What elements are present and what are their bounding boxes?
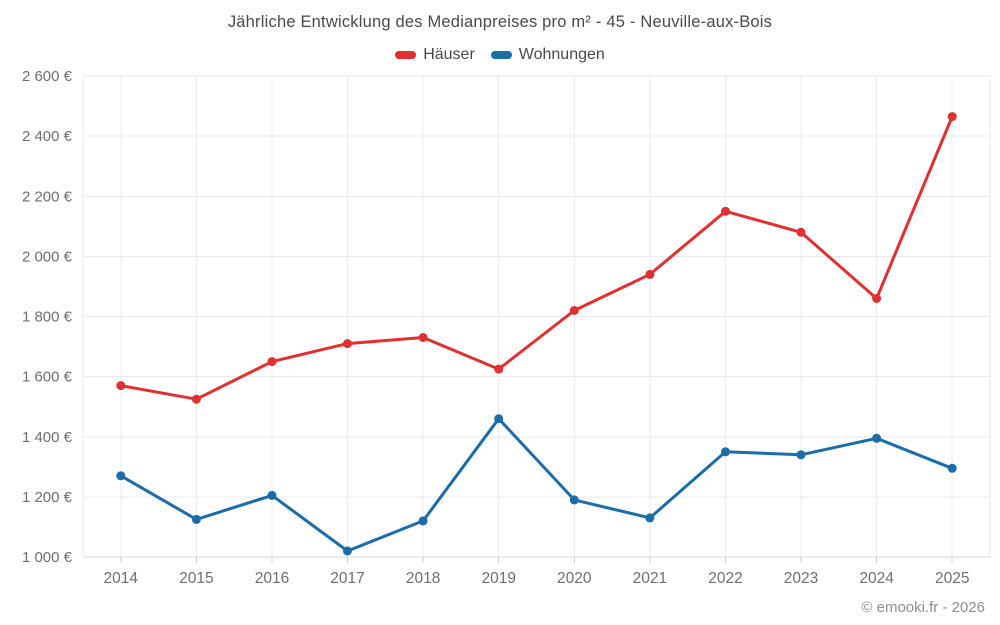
legend-swatch-haeuser-icon [395, 51, 417, 59]
data-point-wohnungen-2017[interactable] [343, 546, 352, 556]
y-axis-tick-label: 2 600 € [22, 68, 73, 85]
y-axis-tick-label: 1 200 € [22, 489, 73, 506]
data-point-häuser-2014[interactable] [116, 381, 126, 391]
legend-swatch-wohnungen-icon [490, 51, 512, 59]
data-point-wohnungen-2025[interactable] [947, 463, 957, 473]
legend-item-haeuser[interactable]: Häuser [395, 46, 475, 64]
y-axis-tick-label: 2 400 € [22, 128, 73, 145]
data-point-wohnungen-2014[interactable] [116, 471, 126, 481]
data-point-häuser-2021[interactable] [645, 269, 655, 279]
data-point-häuser-2018[interactable] [418, 333, 428, 342]
x-axis-tick-label: 2021 [633, 570, 667, 587]
x-axis-tick-label: 2024 [859, 570, 894, 587]
data-point-häuser-2020[interactable] [569, 306, 579, 315]
series-line-wohnungen [119, 417, 954, 553]
legend-item-wohnungen[interactable]: Wohnungen [490, 46, 605, 64]
data-point-wohnungen-2021[interactable] [645, 513, 655, 523]
x-axis-tick-label: 2023 [784, 570, 818, 587]
data-point-wohnungen-2023[interactable] [796, 450, 806, 460]
y-axis-tick-label: 1 400 € [22, 429, 73, 446]
x-axis-tick-label: 2020 [557, 570, 592, 587]
x-axis-tick-label: 2025 [935, 570, 969, 587]
legend-label-haeuser: Häuser [423, 46, 475, 63]
copyright-credit: © emooki.fr - 2026 [861, 599, 985, 616]
data-point-wohnungen-2020[interactable] [569, 495, 579, 505]
y-axis-tick-label: 1 000 € [22, 549, 73, 566]
chart-title: Jährliche Entwicklung des Medianpreises … [227, 13, 773, 31]
data-point-wohnungen-2022[interactable] [721, 447, 730, 457]
data-point-häuser-2015[interactable] [191, 394, 201, 404]
data-point-wohnungen-2024[interactable] [872, 433, 882, 443]
y-axis-tick-label: 1 600 € [22, 369, 73, 386]
x-axis-tick-label: 2019 [481, 570, 515, 587]
legend-label-wohnungen: Wohnungen [518, 46, 605, 63]
x-axis-tick-label: 2014 [104, 570, 139, 587]
data-point-wohnungen-2015[interactable] [191, 514, 201, 524]
x-axis-tick-label: 2016 [255, 570, 289, 587]
y-axis-tick-label: 1 800 € [22, 309, 73, 326]
data-point-häuser-2025[interactable] [947, 112, 957, 122]
x-axis-tick-label: 2017 [330, 570, 364, 587]
data-point-wohnungen-2016[interactable] [267, 490, 277, 500]
y-axis-tick-label: 2 200 € [22, 188, 73, 205]
data-point-häuser-2017[interactable] [343, 339, 352, 349]
y-axis-tick-label: 2 000 € [22, 248, 73, 265]
data-point-häuser-2024[interactable] [872, 294, 882, 303]
data-point-häuser-2022[interactable] [721, 206, 730, 216]
data-point-häuser-2019[interactable] [494, 364, 504, 374]
x-axis-tick-label: 2015 [179, 570, 213, 587]
chart-legend: Häuser Wohnungen [0, 46, 1000, 64]
x-axis-tick-label: 2018 [406, 570, 440, 587]
x-axis-tick-label: 2022 [708, 570, 742, 587]
data-point-wohnungen-2018[interactable] [418, 516, 428, 526]
data-point-häuser-2016[interactable] [267, 357, 277, 367]
series-line-häuser [119, 115, 954, 401]
data-point-häuser-2023[interactable] [796, 227, 806, 237]
data-point-wohnungen-2019[interactable] [494, 414, 504, 424]
